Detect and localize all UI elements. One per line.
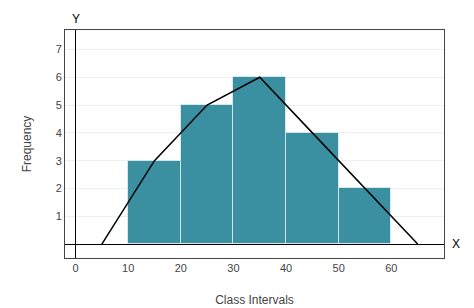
svg-text:3: 3 [56, 155, 62, 167]
svg-text:60: 60 [385, 262, 397, 274]
svg-text:Class Intervals: Class Intervals [215, 293, 294, 307]
svg-text:6: 6 [56, 71, 62, 83]
svg-text:2: 2 [56, 182, 62, 194]
svg-text:Y: Y [72, 12, 80, 26]
svg-text:0: 0 [72, 262, 78, 274]
svg-text:4: 4 [56, 127, 62, 139]
svg-text:1: 1 [56, 210, 62, 222]
svg-text:Frequency: Frequency [20, 116, 34, 173]
svg-text:5: 5 [56, 99, 62, 111]
svg-text:50: 50 [333, 262, 345, 274]
svg-text:40: 40 [280, 262, 292, 274]
svg-text:10: 10 [122, 262, 134, 274]
svg-text:30: 30 [227, 262, 239, 274]
svg-text:7: 7 [56, 43, 62, 55]
svg-text:X: X [452, 237, 460, 251]
svg-text:20: 20 [175, 262, 187, 274]
